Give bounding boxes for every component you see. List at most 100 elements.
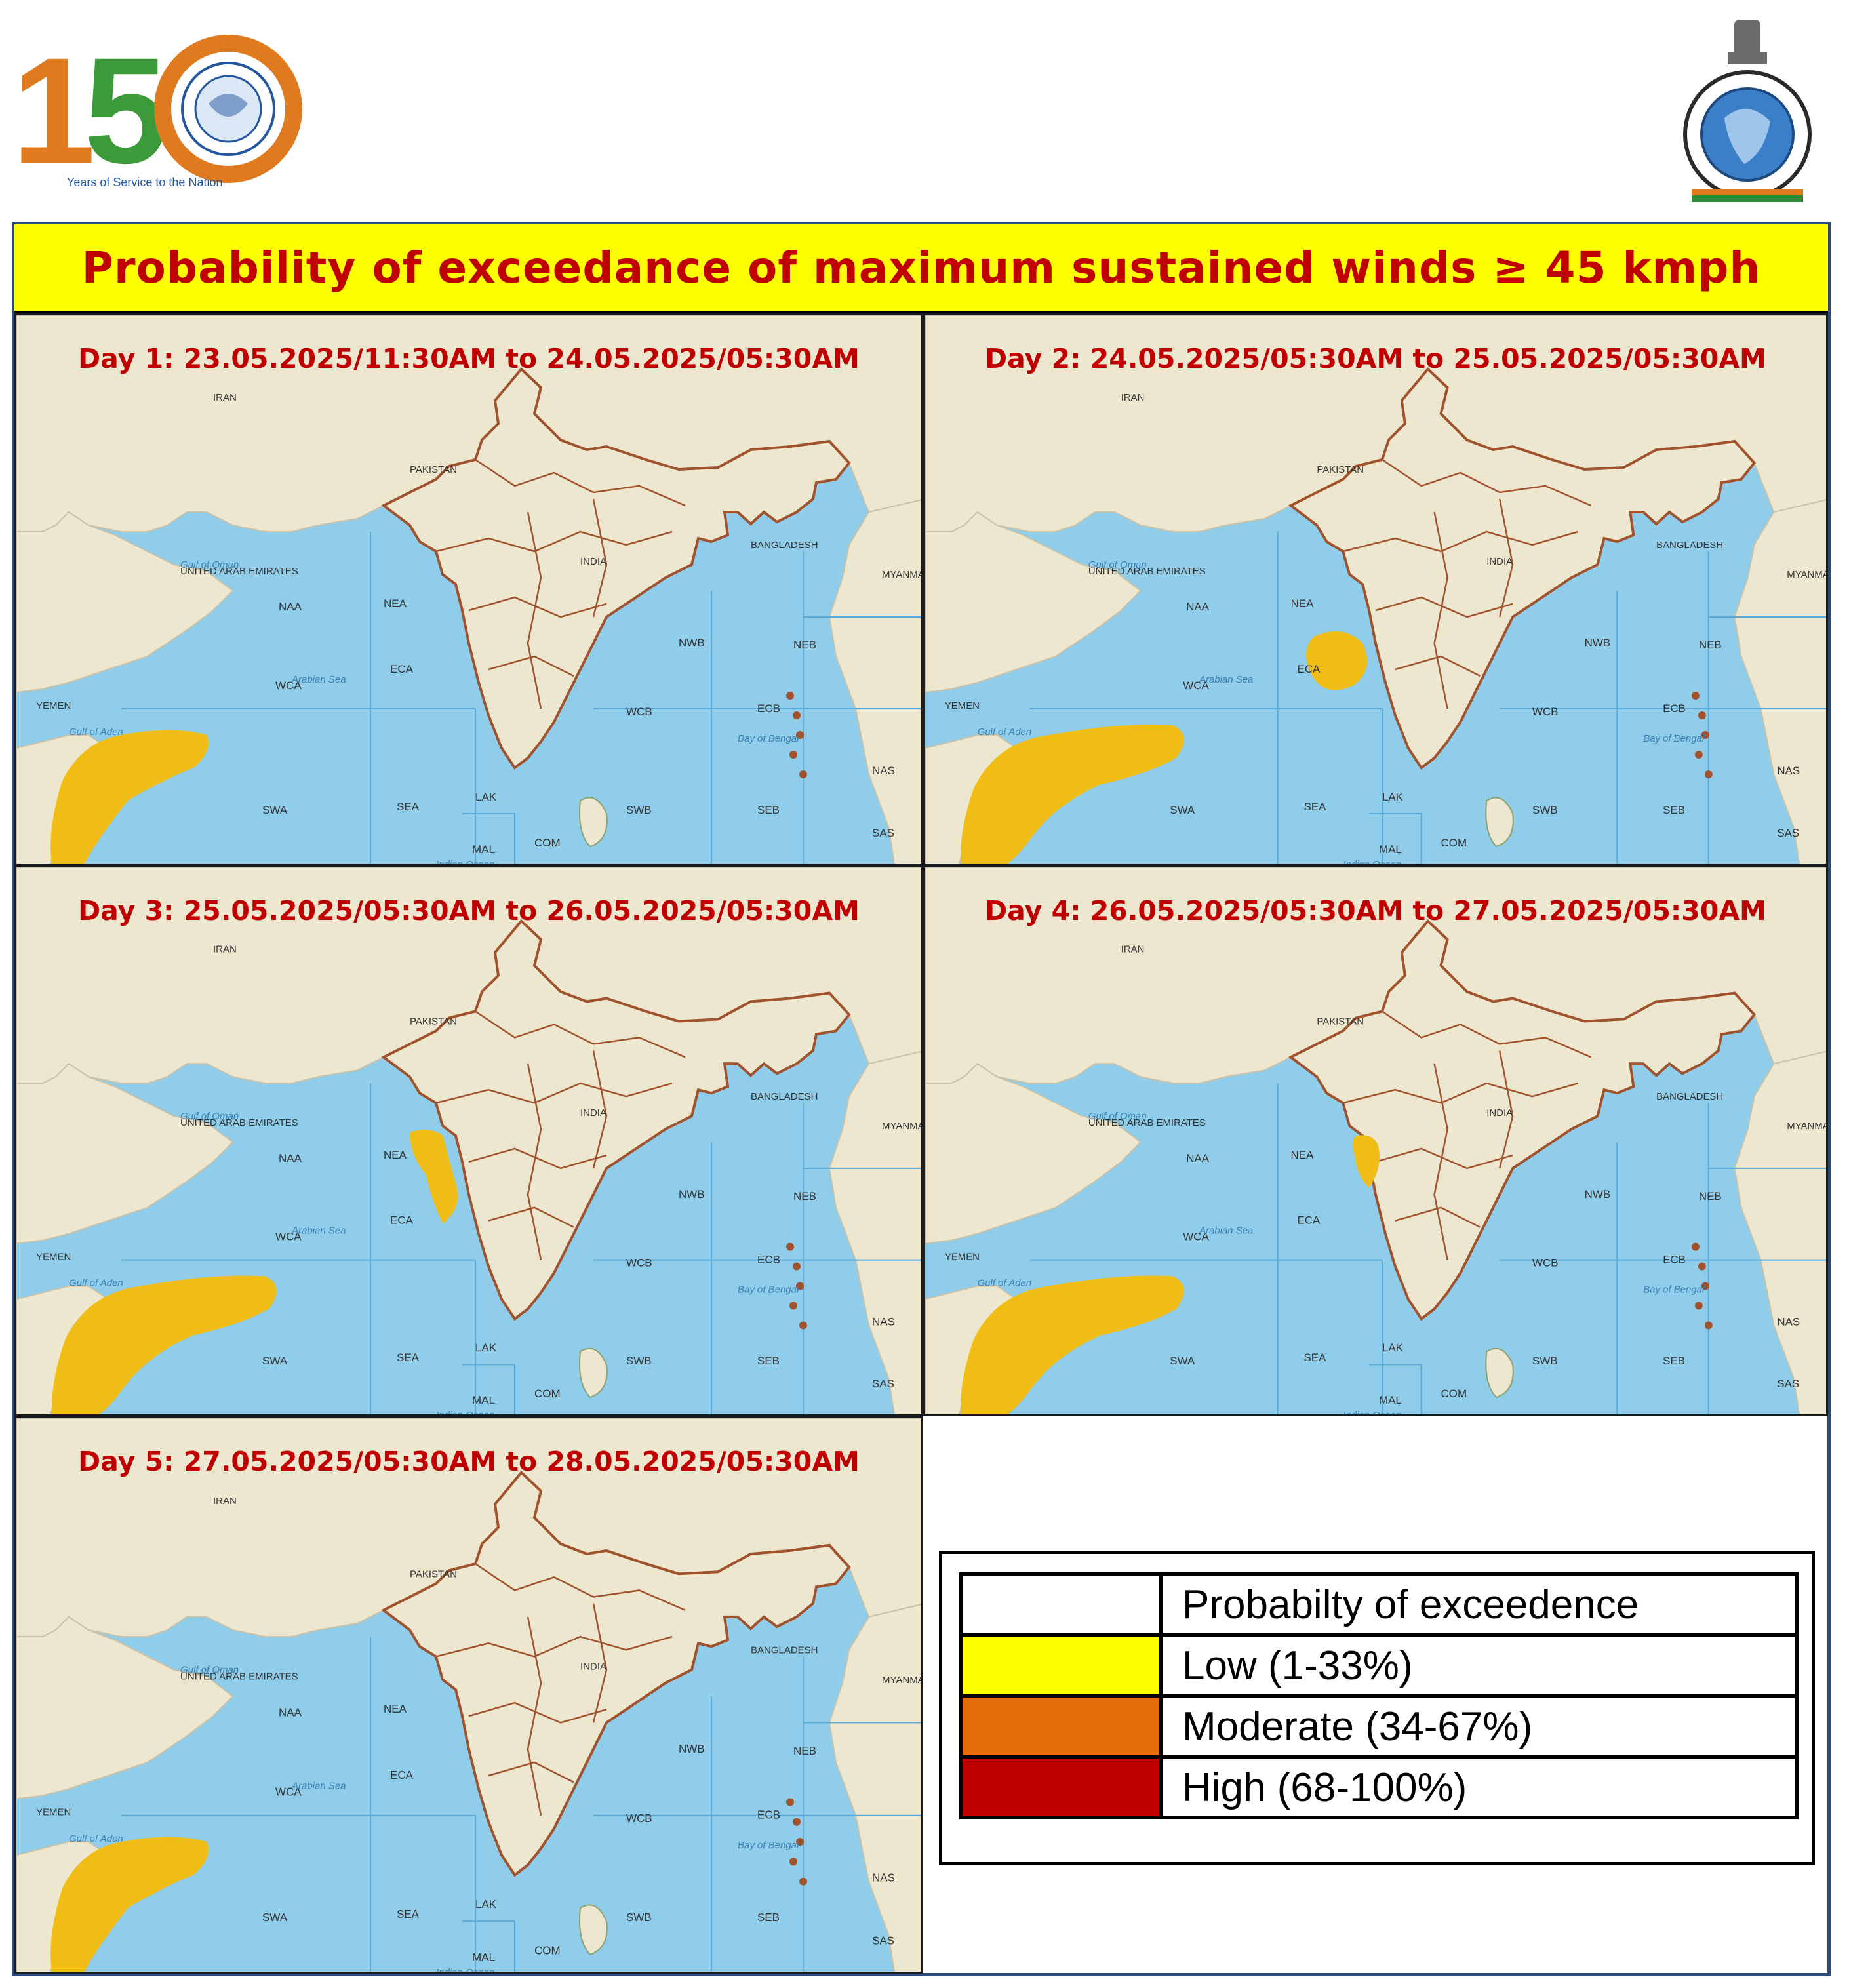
map-label-regions-0: NAA bbox=[279, 601, 302, 613]
map-label-regions-15: NAS bbox=[1777, 1315, 1800, 1328]
imd-emblem-logo bbox=[1672, 13, 1823, 203]
map-label-regions-2: ECA bbox=[390, 1214, 414, 1227]
legend-label-moderate: Moderate (34-67%) bbox=[1159, 1694, 1799, 1759]
panel-title-day3: Day 3: 25.05.2025/05:30AM to 26.05.2025/… bbox=[78, 895, 860, 926]
state-border-1 bbox=[1342, 530, 1579, 553]
map-label-regions-14: SEB bbox=[757, 1355, 780, 1367]
andaman-island-4 bbox=[799, 770, 807, 778]
state-border-5 bbox=[1498, 1050, 1514, 1169]
andaman-island-4 bbox=[1704, 1321, 1713, 1330]
map-label-regions-13: SWB bbox=[626, 804, 652, 816]
map-label-regions-1: NEA bbox=[384, 1149, 407, 1161]
legend-header: Probabilty of exceedence bbox=[1159, 1572, 1799, 1637]
map-label-countries-4: BANGLADESH bbox=[751, 1644, 818, 1656]
map-label-seas-3: Gulf of Oman bbox=[180, 1111, 239, 1122]
map-label-regions-7: MAL bbox=[1379, 843, 1402, 856]
andaman-island-3 bbox=[789, 751, 797, 759]
map-label-countries-5: MYANMAR (BURMA) bbox=[882, 1121, 923, 1132]
map-label-regions-14: SEB bbox=[1663, 804, 1685, 816]
map-label-regions-2: ECA bbox=[390, 1769, 414, 1781]
map-label-regions-10: NEB bbox=[1699, 639, 1722, 651]
map-panel-day2: IRAN PAKISTAN INDIA YEMEN BANGLADESH MYANMAR … bbox=[923, 313, 1828, 865]
map-label-regions-11: WCB bbox=[626, 1812, 652, 1825]
map-label-regions-3: WCA bbox=[1183, 1231, 1209, 1243]
map-label-regions-3: WCA bbox=[275, 679, 302, 692]
logo-tagline: Years of Service to the Nation bbox=[67, 176, 222, 189]
state-border-1 bbox=[435, 1082, 673, 1104]
panel-title-day5: Day 5: 27.05.2025/05:30AM to 28.05.2025/… bbox=[78, 1446, 860, 1477]
state-border-3 bbox=[488, 1206, 574, 1228]
map-label-regions-5: SEA bbox=[397, 1351, 420, 1364]
state-border-3 bbox=[1395, 655, 1481, 677]
map-label-seas-4: Indian Ocean bbox=[436, 1410, 494, 1416]
map-label-regions-5: SEA bbox=[397, 801, 420, 813]
map-label-seas-2: Gulf of Aden bbox=[69, 1833, 123, 1844]
andaman-island-3 bbox=[1694, 751, 1703, 759]
map-label-seas-2: Gulf of Aden bbox=[69, 1277, 123, 1288]
map-label-regions-1: NEA bbox=[1291, 597, 1314, 610]
map-label-regions-16: SAS bbox=[1777, 827, 1799, 839]
map-label-countries-1: PAKISTAN bbox=[410, 464, 457, 475]
land-east bbox=[828, 499, 921, 864]
map-label-countries-3: YEMEN bbox=[36, 1807, 71, 1818]
map-label-regions-14: SEB bbox=[1663, 1355, 1685, 1367]
map-label-regions-1: NEA bbox=[384, 1703, 407, 1715]
andaman-island-3 bbox=[789, 1858, 797, 1866]
map-label-regions-1: NEA bbox=[384, 597, 407, 610]
map-label-regions-11: WCB bbox=[1532, 706, 1558, 718]
title-bar: Probability of exceedance of maximum sus… bbox=[14, 224, 1828, 313]
map-label-regions-8: COM bbox=[534, 1945, 561, 1957]
andaman-island-0 bbox=[786, 692, 794, 700]
state-border-2 bbox=[1375, 1147, 1513, 1170]
map-label-regions-3: WCA bbox=[275, 1231, 302, 1243]
andaman-island-2 bbox=[796, 1838, 804, 1846]
map-label-regions-9: NWB bbox=[679, 637, 705, 649]
legend-header-row: Probabilty of exceedence bbox=[959, 1572, 1799, 1637]
map-label-regions-8: COM bbox=[534, 837, 561, 849]
map-panel-day4: IRAN PAKISTAN INDIA YEMEN BANGLADESH MYANMAR … bbox=[923, 865, 1828, 1416]
state-border-0 bbox=[475, 1563, 686, 1611]
probability-zone-1 bbox=[50, 730, 209, 864]
map-label-regions-0: NAA bbox=[279, 1152, 302, 1164]
map-label-regions-13: SWB bbox=[1532, 804, 1558, 816]
map-label-regions-4: SWA bbox=[262, 1911, 288, 1924]
india-outline bbox=[1288, 367, 1757, 770]
andaman-island-2 bbox=[1701, 1282, 1709, 1290]
svg-text:5: 5 bbox=[84, 31, 168, 189]
map-label-seas-3: Gulf of Oman bbox=[180, 1665, 239, 1676]
map-label-countries-2: INDIA bbox=[580, 1107, 606, 1119]
map-label-seas-1: Bay of Bengal bbox=[1643, 733, 1705, 744]
map-label-regions-10: NEB bbox=[793, 639, 816, 651]
state-border-5 bbox=[592, 1050, 608, 1169]
legend-label-low: Low (1-33%) bbox=[1159, 1633, 1799, 1698]
state-border-3 bbox=[488, 655, 574, 677]
map-label-regions-6: LAK bbox=[475, 1898, 497, 1911]
map-label-regions-12: ECB bbox=[757, 702, 780, 715]
sri-lanka bbox=[579, 797, 608, 848]
map-label-regions-10: NEB bbox=[1699, 1190, 1722, 1203]
state-border-2 bbox=[468, 1147, 607, 1170]
land-east bbox=[828, 1050, 921, 1414]
state-border-4 bbox=[1433, 511, 1448, 709]
map-label-countries-1: PAKISTAN bbox=[410, 1016, 457, 1027]
legend-header-blank bbox=[959, 1572, 1163, 1637]
map-label-regions-11: WCB bbox=[626, 706, 652, 718]
map-label-regions-0: NAA bbox=[1186, 1152, 1209, 1164]
land-arabia bbox=[925, 1063, 1142, 1244]
map-label-countries-0: IRAN bbox=[213, 944, 237, 955]
map-label-regions-9: NWB bbox=[679, 1743, 705, 1755]
state-border-2 bbox=[468, 1701, 607, 1724]
map-label-seas-4: Indian Ocean bbox=[436, 1967, 494, 1974]
map-label-seas-2: Gulf of Aden bbox=[978, 1277, 1031, 1288]
map-label-regions-13: SWB bbox=[626, 1911, 652, 1924]
map-label-regions-6: LAK bbox=[475, 1342, 497, 1354]
map-label-seas-2: Gulf of Aden bbox=[978, 726, 1031, 738]
map-label-regions-14: SEB bbox=[757, 1911, 780, 1924]
map-label-regions-10: NEB bbox=[793, 1745, 816, 1757]
map-label-seas-1: Bay of Bengal bbox=[738, 1840, 799, 1851]
map-label-regions-6: LAK bbox=[1382, 1342, 1404, 1354]
map-label-regions-2: ECA bbox=[390, 663, 414, 675]
map-label-countries-1: PAKISTAN bbox=[1317, 1016, 1364, 1027]
map-label-seas-3: Gulf of Oman bbox=[180, 559, 239, 570]
map-label-countries-6: UNITED ARAB EMIRATES bbox=[1088, 1117, 1206, 1128]
